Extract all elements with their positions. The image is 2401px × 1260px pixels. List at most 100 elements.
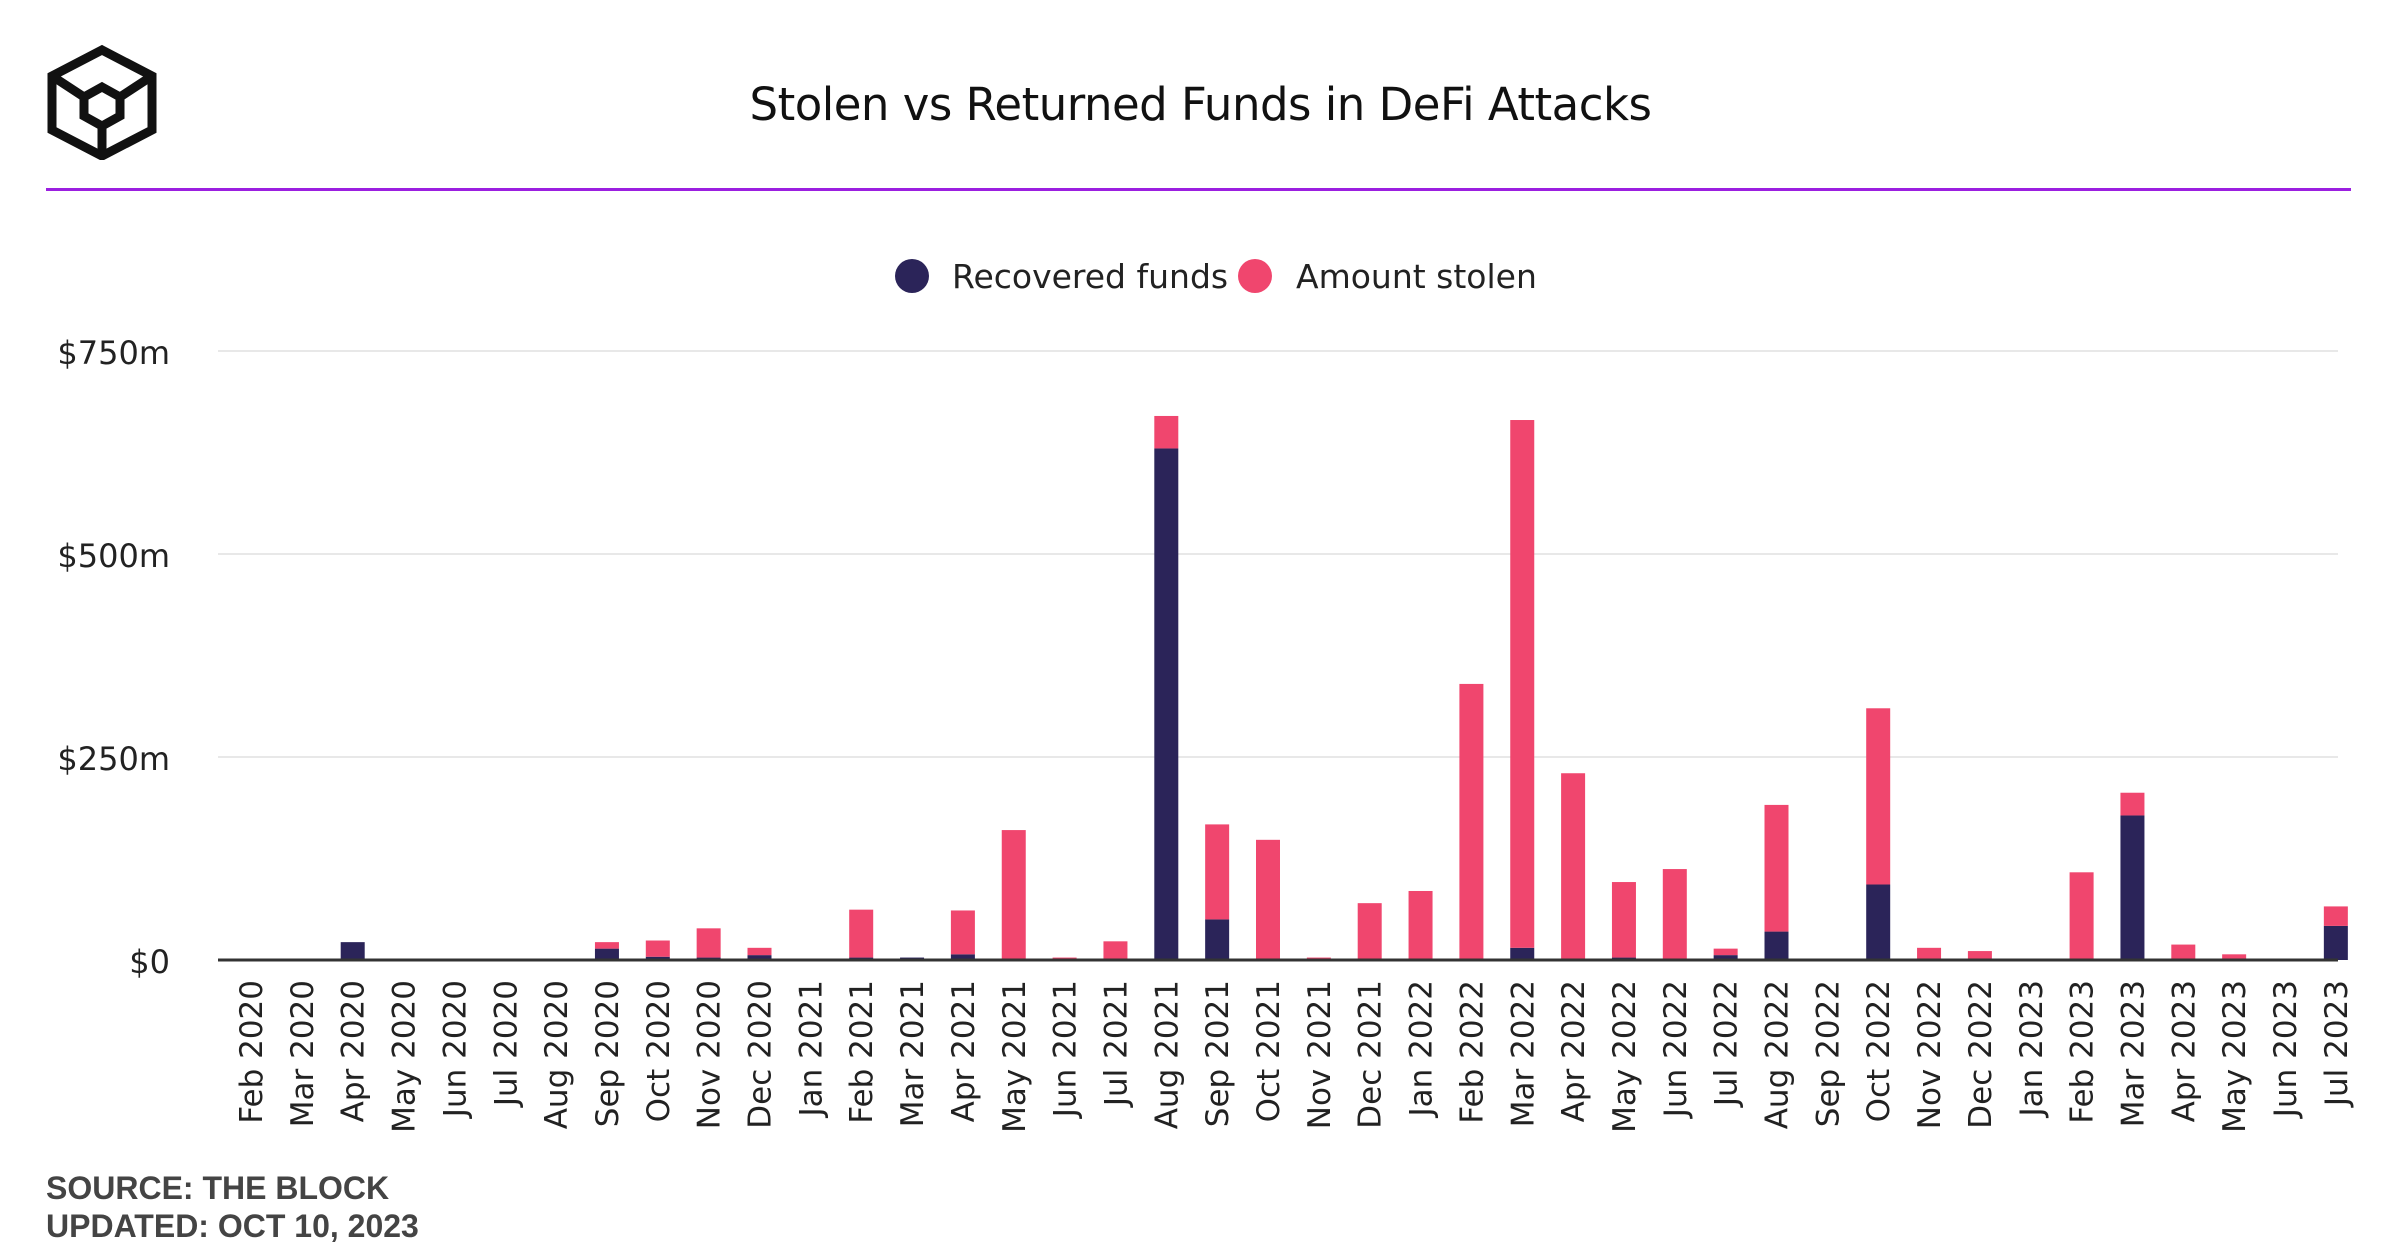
bar-stolen xyxy=(2120,792,2145,816)
bar-recovered xyxy=(2120,815,2145,960)
bar-stolen xyxy=(1967,951,1992,960)
bar-stolen xyxy=(2069,872,2094,960)
bar-recovered xyxy=(1510,947,1535,960)
x-tick-label: Oct 2020 xyxy=(641,980,677,1122)
x-tick-label: Sep 2020 xyxy=(590,980,626,1127)
updated-note: UPDATED: OCT 10, 2023 xyxy=(46,1208,419,1244)
legend: Recovered funds Amount stolen xyxy=(895,257,1537,296)
bar-recovered xyxy=(1205,919,1230,960)
x-tick-label: Dec 2020 xyxy=(743,980,779,1129)
x-tick-label: Jun 2021 xyxy=(1048,980,1084,1119)
bar-stolen xyxy=(2323,906,2348,926)
x-tick-label: Jan 2021 xyxy=(793,980,829,1119)
x-tick-label: Jul 2021 xyxy=(1098,980,1134,1108)
x-tick-label: Aug 2022 xyxy=(1760,980,1796,1129)
title-divider xyxy=(46,188,2351,191)
x-tick-label: Oct 2021 xyxy=(1251,980,1287,1122)
bar-stolen xyxy=(950,910,975,955)
source-note: SOURCE: THE BLOCK xyxy=(46,1170,390,1206)
x-tick-label: May 2021 xyxy=(997,980,1033,1133)
x-tick-label: Jun 2023 xyxy=(2268,980,2304,1119)
bar-recovered xyxy=(1866,884,1891,960)
bar-stolen xyxy=(1408,890,1433,960)
bar-stolen xyxy=(1510,420,1535,948)
bar-stolen xyxy=(1764,804,1789,932)
bar-stolen xyxy=(1611,882,1636,958)
page-title: Stolen vs Returned Funds in DeFi Attacks xyxy=(749,78,1652,131)
x-tick-label: Feb 2023 xyxy=(2065,980,2101,1124)
x-tick-label: Jun 2022 xyxy=(1658,980,1694,1119)
bar-stolen xyxy=(1154,415,1179,449)
x-tick-label: Feb 2020 xyxy=(234,980,270,1124)
bar-recovered xyxy=(1764,931,1789,960)
y-tick-label: $500m xyxy=(57,537,170,575)
y-tick-label: $0 xyxy=(129,943,170,981)
bar-stolen xyxy=(747,947,772,956)
x-tick-label: May 2020 xyxy=(387,980,423,1133)
legend-swatch xyxy=(895,259,929,293)
bar-stolen xyxy=(594,942,619,949)
x-tick-label: Aug 2020 xyxy=(539,980,575,1129)
x-tick-label: Apr 2023 xyxy=(2166,980,2202,1122)
x-tick-label: Apr 2022 xyxy=(1556,980,1592,1122)
x-tick-label: Mar 2021 xyxy=(895,980,931,1127)
y-tick-label: $250m xyxy=(57,740,170,778)
x-tick-label: Apr 2020 xyxy=(336,980,372,1122)
grid-lines xyxy=(218,350,2338,758)
bar-stolen xyxy=(2171,944,2196,960)
legend-swatch xyxy=(1238,259,1272,293)
x-tick-label: Jan 2022 xyxy=(1404,980,1440,1119)
x-tick-label: Aug 2021 xyxy=(1149,980,1185,1129)
bar-recovered xyxy=(594,948,619,960)
y-tick-label: $750m xyxy=(57,334,170,372)
x-tick-label: Mar 2020 xyxy=(285,980,321,1127)
x-tick-label: Nov 2022 xyxy=(1912,980,1948,1129)
bar-stolen xyxy=(1205,824,1230,920)
x-tick-label: Feb 2022 xyxy=(1454,980,1490,1124)
x-tick-label: Jul 2022 xyxy=(1709,980,1745,1108)
x-tick-label: Nov 2021 xyxy=(1302,980,1338,1129)
the-block-logo xyxy=(46,44,158,162)
bar-stolen xyxy=(1357,903,1382,960)
legend-label: Recovered funds xyxy=(952,257,1228,296)
x-tick-label: Sep 2021 xyxy=(1200,980,1236,1127)
cube-logo-icon xyxy=(47,44,157,162)
x-tick-label: Mar 2022 xyxy=(1505,980,1541,1127)
bar-recovered xyxy=(645,956,670,960)
bar-stolen xyxy=(1459,683,1484,960)
x-tick-label: May 2023 xyxy=(2217,980,2253,1133)
x-tick-label: Dec 2022 xyxy=(1963,980,1999,1129)
x-tick-label: Apr 2021 xyxy=(946,980,982,1122)
x-tick-label: Jul 2023 xyxy=(2319,980,2355,1108)
x-tick-label: Dec 2021 xyxy=(1353,980,1389,1129)
bar-stolen xyxy=(645,940,670,957)
x-tick-label: Oct 2022 xyxy=(1861,980,1897,1122)
axes: $0 $250m $500m $750m Feb 2020 Mar 2020 Apr 202… xyxy=(57,334,2354,1133)
x-tick-label: May 2022 xyxy=(1607,980,1643,1133)
x-tick-label: Jan 2023 xyxy=(2014,980,2050,1119)
bar-recovered xyxy=(950,954,975,960)
bar-recovered xyxy=(747,955,772,960)
bar-stolen xyxy=(1917,947,1942,960)
x-tick-label: Nov 2020 xyxy=(692,980,728,1129)
bar-stolen xyxy=(1561,773,1586,960)
bar-stolen xyxy=(1866,708,1891,885)
x-tick-label: Feb 2021 xyxy=(844,980,880,1124)
bar-stolen xyxy=(1001,830,1026,960)
legend-label: Amount stolen xyxy=(1296,257,1537,296)
bar-stolen xyxy=(1256,839,1280,960)
bar-stolen xyxy=(2222,954,2247,960)
x-tick-label: Jul 2020 xyxy=(488,980,524,1108)
bar-stolen xyxy=(696,928,721,958)
bar-recovered xyxy=(1154,448,1179,960)
bars xyxy=(340,415,2348,960)
bar-recovered xyxy=(1713,955,1738,960)
bar-stolen xyxy=(1103,941,1128,960)
bar-stolen xyxy=(1662,869,1687,960)
bar-stolen xyxy=(1713,948,1738,956)
bar-stolen xyxy=(849,909,874,958)
bar-recovered xyxy=(2323,925,2348,960)
x-tick-label: Jun 2020 xyxy=(437,980,473,1119)
bar-recovered xyxy=(340,942,365,960)
